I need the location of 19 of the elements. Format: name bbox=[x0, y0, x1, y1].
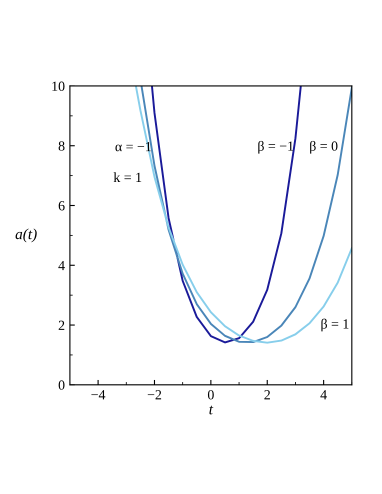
y-tick-label: 8 bbox=[58, 141, 65, 151]
x-tick-label: −4 bbox=[91, 390, 106, 400]
annotation: β = 1 bbox=[321, 318, 348, 332]
x-tick-label: −2 bbox=[148, 390, 162, 400]
annotation: k = 1 bbox=[114, 172, 142, 182]
y-tick-label: 6 bbox=[58, 201, 65, 210]
annotation: α = −1 bbox=[115, 142, 151, 152]
y-tick-label: 4 bbox=[58, 260, 65, 270]
x-axis-title: t bbox=[209, 406, 214, 414]
y-tick-label: 10 bbox=[52, 82, 65, 91]
annotation: β = 0 bbox=[310, 140, 338, 154]
annotation: β = −1 bbox=[258, 140, 294, 154]
x-tick-label: 4 bbox=[320, 390, 327, 400]
x-tick-label: 0 bbox=[208, 390, 214, 400]
x-tick-label: 2 bbox=[264, 390, 270, 400]
line-series bbox=[150, 86, 302, 344]
y-axis-title: a(t) bbox=[16, 228, 37, 242]
y-tick-label: 0 bbox=[58, 380, 65, 390]
y-tick-label: 2 bbox=[58, 320, 64, 330]
